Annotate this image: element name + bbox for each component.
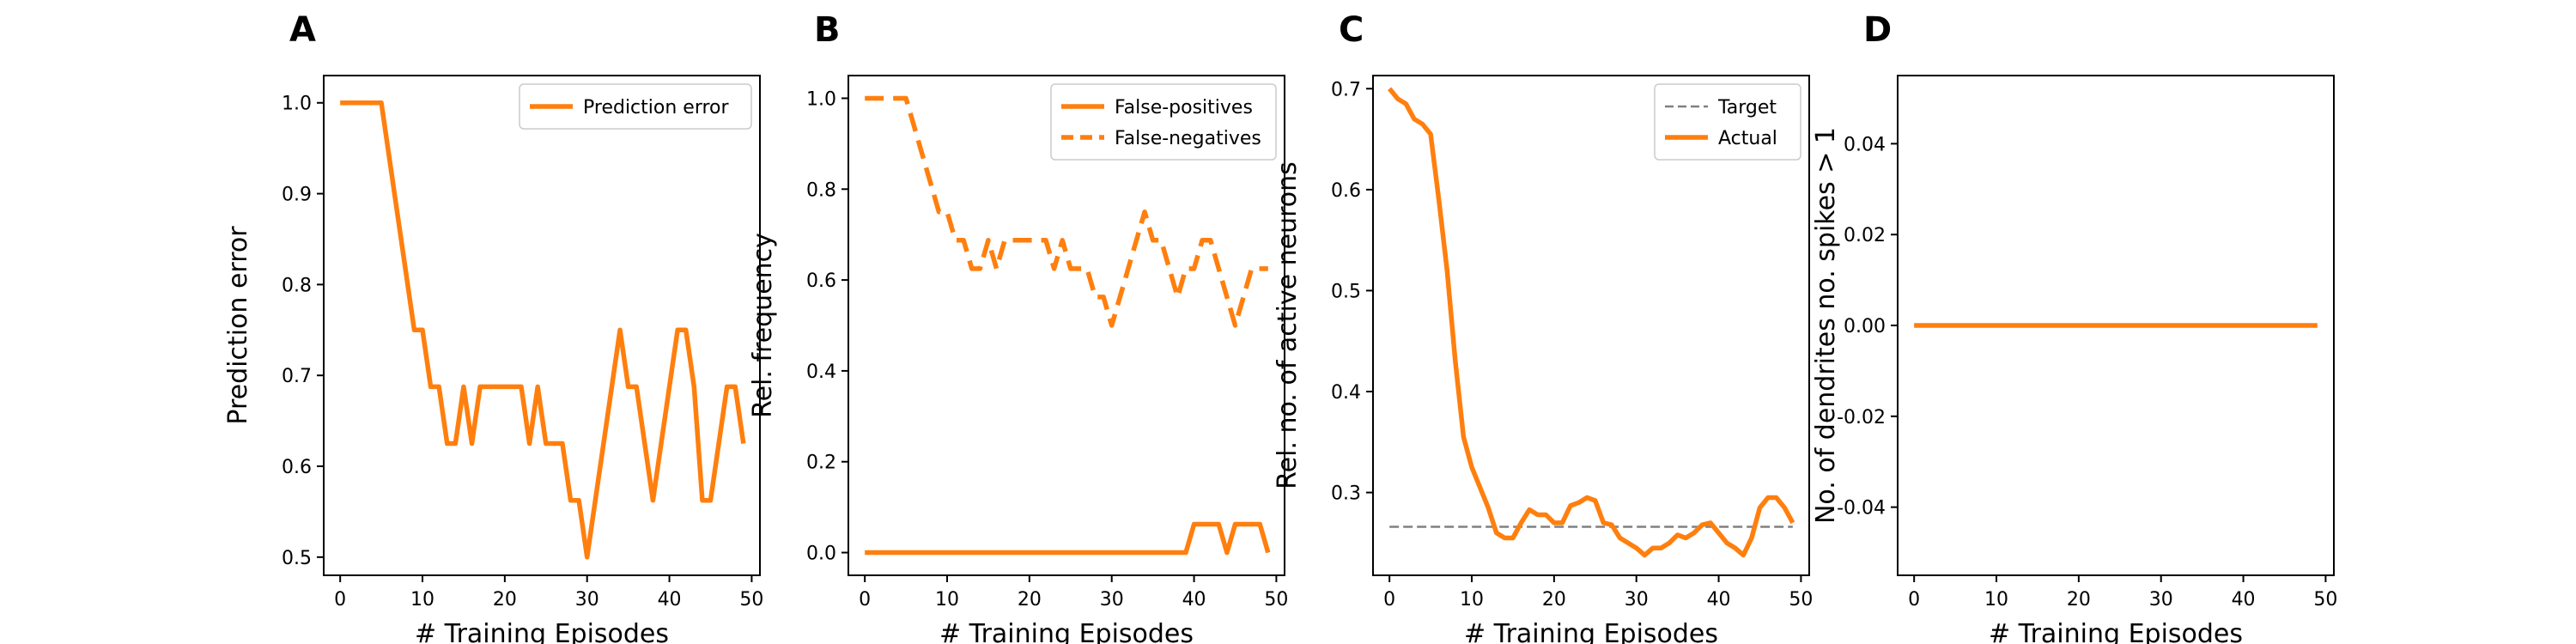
panel-b-xtick-label: 40 — [1182, 589, 1206, 611]
panel-b-xtick-label: 50 — [1264, 589, 1288, 611]
panel-c-ylabel: Rel. no. of active neurons — [1273, 161, 1303, 489]
panel-a: A 0 10 20 30 40 50 0.5 0.6 0.7 0.8 0.9 1.0 # Training… — [223, 10, 763, 644]
panel-a-xtick-label: 40 — [658, 589, 682, 611]
panel-b-ytick-label: 0.0 — [806, 544, 836, 565]
panel-d: D 0 10 20 30 40 50 -0.04 -0.02 0.00 0.02 0.04 # Trai… — [1811, 10, 2337, 644]
panel-a-ytick-label: 0.9 — [282, 185, 312, 206]
panel-a-legend — [519, 83, 752, 130]
panel-d-label: D — [1863, 10, 1892, 50]
panel-a-xtick-label: 10 — [410, 589, 434, 611]
panel-a-xtick-label: 30 — [575, 589, 599, 611]
panel-c-ytick-label: 0.7 — [1331, 79, 1361, 100]
panel-a-label: A — [289, 10, 316, 50]
panel-a-legend-label: Prediction error — [583, 97, 729, 118]
panel-a-ytick-label: 1.0 — [282, 94, 312, 115]
panel-c-legend-label: Actual — [1718, 128, 1777, 149]
panel-a-series-0-line — [340, 100, 746, 560]
panel-d-ytick-label: -0.02 — [1837, 407, 1886, 428]
panel-a-ytick-label: 0.7 — [282, 366, 312, 387]
panel-b-axes-frame — [848, 75, 1285, 576]
panel-c-xtick-label: 30 — [1625, 589, 1649, 611]
panel-d-ylabel: No. of dendrites no. spikes > 1 — [1811, 127, 1841, 524]
panel-b-ytick-label: 1.0 — [806, 88, 836, 110]
panel-b-legend — [1050, 83, 1277, 161]
panel-c-legend-label: Target — [1717, 97, 1777, 118]
panel-a-xtick-label: 20 — [493, 589, 517, 611]
panel-a-ytick-label: 0.6 — [282, 457, 312, 478]
panel-b-xtick-label: 30 — [1100, 589, 1124, 611]
panel-c: C 0 10 20 30 40 50 0.3 0.4 0.5 0.6 0.7 # Training Ep… — [1273, 10, 1813, 644]
panel-c-xtick-label: 10 — [1460, 589, 1484, 611]
panel-c-xtick-label: 0 — [1383, 589, 1395, 611]
panel-d-xtick-label: 40 — [2232, 589, 2256, 611]
panel-d-ytick-label: 0.04 — [1844, 134, 1886, 155]
panel-a-xlabel: # Training Episodes — [415, 619, 669, 644]
panel-b-xtick-label: 20 — [1018, 589, 1042, 611]
panel-a-ylabel: Prediction error — [223, 226, 253, 425]
panel-c-xtick-label: 20 — [1542, 589, 1566, 611]
panel-c-label: C — [1339, 10, 1364, 50]
panel-b-ytick-label: 0.8 — [806, 179, 836, 201]
panel-c-series-1-line — [1388, 87, 1795, 558]
panel-b-series-1-line — [865, 95, 1268, 328]
panel-b-ylabel: Rel. frequency — [748, 233, 778, 418]
panel-d-xtick-label: 0 — [1908, 589, 1920, 611]
panel-d-xlabel: # Training Episodes — [1989, 619, 2243, 644]
panel-d-xtick-label: 20 — [2067, 589, 2091, 611]
panel-b-legend-label: False-positives — [1115, 97, 1253, 118]
panel-b-label: B — [814, 10, 841, 50]
panel-d-ytick-label: 0.02 — [1844, 225, 1886, 246]
panel-b-xtick-label: 0 — [859, 589, 871, 611]
panel-c-xtick-label: 40 — [1707, 589, 1731, 611]
panel-b-ytick-label: 0.4 — [806, 361, 836, 383]
panel-b-legend-label: False-negatives — [1115, 128, 1261, 149]
panel-a-ytick-label: 0.8 — [282, 275, 312, 296]
panel-c-legend — [1654, 83, 1801, 161]
panel-a-xtick-label: 50 — [739, 589, 763, 611]
panel-c-xtick-label: 50 — [1789, 589, 1813, 611]
panel-a-axes-frame — [323, 75, 761, 576]
panel-b-xtick-label: 10 — [935, 589, 959, 611]
panel-d-xtick-label: 10 — [1984, 589, 2008, 611]
panel-c-ytick-label: 0.6 — [1331, 180, 1361, 202]
panel-a-ytick-label: 0.5 — [282, 548, 312, 569]
panel-c-xlabel: # Training Episodes — [1464, 619, 1718, 644]
panel-b-ytick-label: 0.2 — [806, 453, 836, 474]
panel-b-series-0-line — [865, 521, 1271, 556]
panel-c-ytick-label: 0.4 — [1331, 382, 1361, 404]
panel-c-ytick-label: 0.3 — [1331, 483, 1361, 505]
panel-d-ytick-label: 0.00 — [1844, 316, 1886, 337]
panel-c-axes-frame — [1372, 75, 1810, 576]
panel-d-xtick-label: 30 — [2149, 589, 2173, 611]
panel-c-ytick-label: 0.5 — [1331, 281, 1361, 302]
panel-b-xlabel: # Training Episodes — [939, 619, 1194, 644]
panel-d-ytick-label: -0.04 — [1837, 498, 1886, 519]
panel-b: B 0 10 20 30 40 50 0.0 0.2 0.4 0.6 0.8 1.0 # Training… — [748, 10, 1288, 644]
panel-b-ytick-label: 0.6 — [806, 270, 836, 292]
panel-d-xtick-label: 50 — [2313, 589, 2337, 611]
panel-a-xtick-label: 0 — [334, 589, 346, 611]
